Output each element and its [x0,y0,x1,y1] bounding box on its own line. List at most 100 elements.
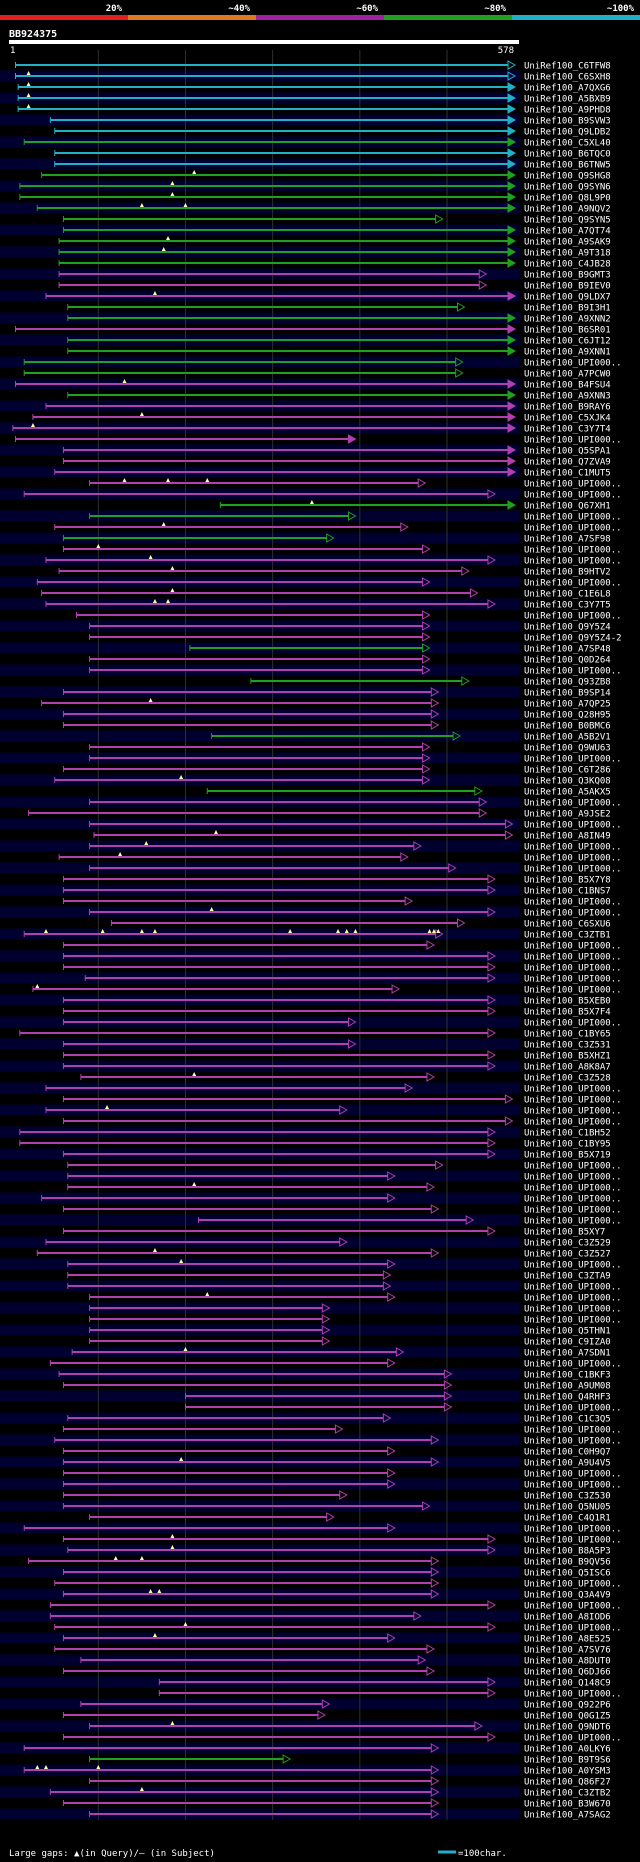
hit-row[interactable]: UniRef100_A9SAK9 [58,236,611,248]
hit-label[interactable]: UniRef100_UPI000.. [524,821,622,831]
hit-label[interactable]: UniRef100_UPI000.. [524,1305,622,1315]
hit-row[interactable]: UniRef100_A7SP48 [189,643,611,655]
hit-row[interactable]: UniRef100_B9T9S6 [89,1754,611,1766]
hit-label[interactable]: UniRef100_UPI000.. [524,843,622,853]
hit-row[interactable]: UniRef100_UPI000.. [58,852,622,864]
hit-label[interactable]: UniRef100_Q5NU05 [524,1503,611,1513]
hit-label[interactable]: UniRef100_A9PHD8 [524,106,611,116]
hit-row[interactable]: UniRef100_A7QP25 [41,698,611,710]
hit-row[interactable]: UniRef100_UPI000.. [62,1424,622,1436]
hit-label[interactable]: UniRef100_A0LKY6 [524,1745,611,1755]
hit-row[interactable]: UniRef100_C3Z531 [62,1039,611,1051]
hit-label[interactable]: UniRef100_UPI000.. [524,491,622,501]
hit-row[interactable]: UniRef100_Q28H95 [62,709,611,721]
hit-label[interactable]: UniRef100_UPI000.. [524,1217,622,1227]
hit-row[interactable]: UniRef100_C3Z528 [80,1072,611,1084]
hit-label[interactable]: UniRef100_B3W670 [524,1800,611,1810]
hit-row[interactable]: UniRef100_Q9LDX7 [45,291,611,303]
hit-label[interactable]: UniRef100_UPI000.. [524,1107,622,1117]
hit-row[interactable]: UniRef100_C1E6L8 [41,588,611,600]
hit-row[interactable]: UniRef100_C6SXH8 [14,71,611,83]
hit-row[interactable]: UniRef100_Q9Y5Z4-2 [89,632,622,644]
hit-label[interactable]: UniRef100_C3Z531 [524,1041,611,1051]
hit-row[interactable]: UniRef100_B9SVW3 [49,115,611,127]
hit-row[interactable]: UniRef100_B5X7Y8 [62,874,611,886]
hit-row[interactable]: UniRef100_UPI000.. [67,1259,622,1271]
hit-label[interactable]: UniRef100_UPI000.. [524,1173,622,1183]
hit-row[interactable]: UniRef100_C3Z530 [62,1490,611,1502]
hit-label[interactable]: UniRef100_UPI000.. [524,1624,622,1634]
hit-row[interactable]: UniRef100_A9XNN3 [67,390,611,402]
hit-row[interactable]: UniRef100_Q922P6 [80,1699,611,1711]
hit-row[interactable]: UniRef100_A8IN49 [93,830,611,842]
hit-row[interactable]: UniRef100_UPI000.. [89,511,622,523]
hit-row[interactable]: UniRef100_C3ZTB2 [49,1787,611,1799]
hit-label[interactable]: UniRef100_B9RAY6 [524,403,611,413]
hit-row[interactable]: UniRef100_A7PCW0 [23,368,611,380]
hit-row[interactable]: UniRef100_UPI000.. [89,478,622,490]
hit-label[interactable]: UniRef100_UPI000.. [524,975,622,985]
hit-row[interactable]: UniRef100_UPI000.. [45,1083,622,1095]
hit-label[interactable]: UniRef100_C6SXH8 [524,73,611,83]
hit-label[interactable]: UniRef100_C4Q1R1 [524,1514,611,1524]
hit-row[interactable]: UniRef100_C3Y7T5 [45,599,611,611]
hit-row[interactable]: UniRef100_C0H9Q7 [62,1446,611,1458]
hit-row[interactable]: UniRef100_Q5SPA1 [62,445,611,457]
hit-label[interactable]: UniRef100_B9I3H1 [524,304,611,314]
hit-label[interactable]: UniRef100_UPI000.. [524,1085,622,1095]
hit-row[interactable]: UniRef100_UPI000.. [23,489,622,501]
hit-label[interactable]: UniRef100_C3Z530 [524,1492,611,1502]
hit-label[interactable]: UniRef100_B6TNW5 [524,161,611,171]
hit-row[interactable]: UniRef100_UPI000.. [62,962,622,974]
hit-row[interactable]: UniRef100_UPI000.. [41,1193,622,1205]
hit-row[interactable]: UniRef100_A5B2V1 [211,731,611,743]
hit-label[interactable]: UniRef100_Q67XH1 [524,502,611,512]
hit-row[interactable]: UniRef100_C1BY95 [19,1138,611,1150]
hit-label[interactable]: UniRef100_B6TQC0 [524,150,611,160]
hit-label[interactable]: UniRef100_B4FSU4 [524,381,611,391]
hit-label[interactable]: UniRef100_C3ZTB1 [524,931,611,941]
hit-label[interactable]: UniRef100_A8K8A7 [524,1063,611,1073]
hit-row[interactable]: UniRef100_A7SDN1 [71,1347,611,1359]
hit-label[interactable]: UniRef100_A8DUT0 [524,1657,611,1667]
hit-label[interactable]: UniRef100_C3ZTA9 [524,1272,611,1282]
hit-row[interactable]: UniRef100_C9IZA0 [89,1336,611,1348]
hit-row[interactable]: UniRef100_UPI000.. [62,1017,622,1029]
hit-row[interactable]: UniRef100_UPI000.. [49,1600,622,1612]
hit-row[interactable]: UniRef100_Q5THN1 [89,1325,611,1337]
hit-label[interactable]: UniRef100_Q9NDT6 [524,1723,611,1733]
hit-label[interactable]: UniRef100_Q9Y5Z4 [524,623,611,633]
hit-label[interactable]: UniRef100_UPI000.. [524,667,622,677]
hit-label[interactable]: UniRef100_C6SXU6 [524,920,611,930]
hit-row[interactable]: UniRef100_UPI000.. [62,1479,622,1491]
hit-label[interactable]: UniRef100_UPI000.. [524,1602,622,1612]
hit-label[interactable]: UniRef100_B5XHZ1 [524,1052,611,1062]
hit-row[interactable]: UniRef100_A5AKX5 [206,786,611,798]
hit-label[interactable]: UniRef100_UPI000.. [524,1283,622,1293]
hit-row[interactable]: UniRef100_C6SXU6 [110,918,611,930]
hit-row[interactable]: UniRef100_C1BY65 [19,1028,611,1040]
hit-row[interactable]: UniRef100_C1BKF3 [58,1369,611,1381]
hit-label[interactable]: UniRef100_UPI000.. [524,1118,622,1128]
hit-row[interactable]: UniRef100_C1MUT5 [54,467,611,479]
hit-label[interactable]: UniRef100_B9HTV2 [524,568,611,578]
hit-row[interactable]: UniRef100_A9JSE2 [28,808,611,820]
hit-label[interactable]: UniRef100_A9UM08 [524,1382,611,1392]
hit-row[interactable]: UniRef100_A9XNN2 [67,313,611,325]
hit-row[interactable]: UniRef100_UPI000.. [62,951,622,963]
hit-row[interactable]: UniRef100_Q9SYN5 [62,214,611,226]
hit-label[interactable]: UniRef100_C3Z528 [524,1074,611,1084]
hit-label[interactable]: UniRef100_A9XNN3 [524,392,611,402]
hit-row[interactable]: UniRef100_UPI000.. [89,665,622,677]
hit-row[interactable]: UniRef100_Q9SHG8 [41,170,611,182]
hit-row[interactable]: UniRef100_Q9NDT6 [89,1721,611,1733]
hit-label[interactable]: UniRef100_A7SDN1 [524,1349,611,1359]
hit-row[interactable]: UniRef100_UPI000.. [76,610,622,622]
hit-label[interactable]: UniRef100_UPI000.. [524,942,622,952]
hit-row[interactable]: UniRef100_UPI000.. [89,907,622,919]
hit-label[interactable]: UniRef100_UPI000.. [524,1019,622,1029]
hit-label[interactable]: UniRef100_UPI000.. [524,524,622,534]
hit-label[interactable]: UniRef100_UPI000.. [524,1162,622,1172]
hit-label[interactable]: UniRef100_Q9SYN5 [524,216,611,226]
hit-row[interactable]: UniRef100_C3ZTA9 [67,1270,611,1282]
